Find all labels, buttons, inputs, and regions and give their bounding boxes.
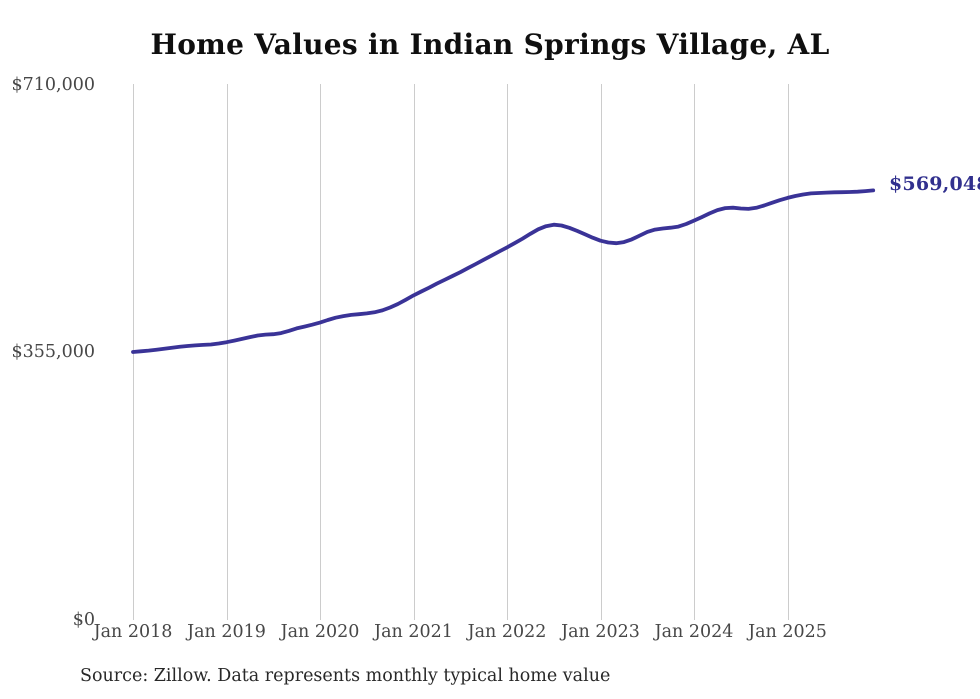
y-axis-tick-355000: $355,000 xyxy=(11,342,95,362)
gridline xyxy=(320,84,321,620)
gridline xyxy=(133,84,134,620)
source-note: Source: Zillow. Data represents monthly … xyxy=(80,666,611,686)
y-axis-tick-0: $0 xyxy=(72,610,95,630)
home-value-line xyxy=(131,188,876,354)
gridline xyxy=(413,84,415,620)
gridline xyxy=(226,84,228,620)
x-axis-tick-label: Jan 2024 xyxy=(654,622,734,642)
chart-title: Home Values in Indian Springs Village, A… xyxy=(150,28,830,61)
gridline xyxy=(600,84,602,620)
gridline xyxy=(694,84,695,620)
x-axis-tick-label: Jan 2020 xyxy=(280,622,360,642)
y-axis-tick-710000: $710,000 xyxy=(11,75,95,95)
x-axis-tick-label: Jan 2025 xyxy=(748,622,827,642)
x-axis-tick-label: Jan 2023 xyxy=(561,622,640,642)
gridline xyxy=(507,84,508,620)
x-axis-tick-label: Jan 2018 xyxy=(93,622,173,642)
gridline xyxy=(787,84,789,620)
x-axis-tick-label: Jan 2021 xyxy=(374,622,453,642)
x-axis-tick-label: Jan 2022 xyxy=(467,622,547,642)
latest-value-label: $569,048 xyxy=(889,173,980,195)
x-axis-tick-label: Jan 2019 xyxy=(187,622,266,642)
